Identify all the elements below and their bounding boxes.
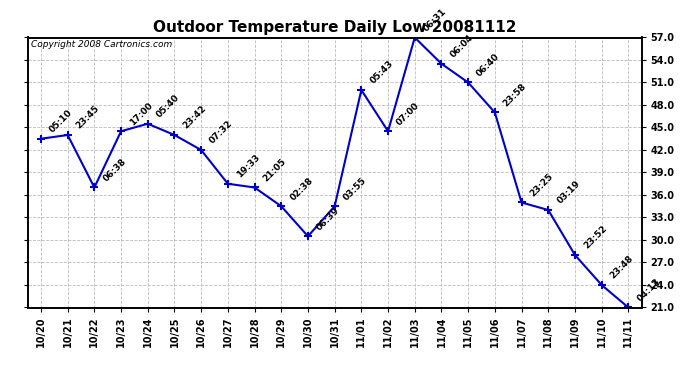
Text: 03:19: 03:19 [555,179,582,206]
Text: 07:00: 07:00 [395,100,422,127]
Text: 05:10: 05:10 [48,108,75,135]
Text: 23:48: 23:48 [609,254,635,281]
Text: 05:43: 05:43 [368,59,395,86]
Text: 03:55: 03:55 [342,176,368,202]
Text: 23:42: 23:42 [181,104,208,131]
Text: 17:00: 17:00 [128,100,155,127]
Text: 19:33: 19:33 [235,153,262,180]
Text: 23:58: 23:58 [502,82,529,108]
Text: 23:25: 23:25 [529,172,555,198]
Text: 23:52: 23:52 [582,224,609,251]
Text: 06:40: 06:40 [475,52,502,78]
Text: 04:13: 04:13 [635,277,662,303]
Text: 05:40: 05:40 [155,93,181,120]
Text: 06:38: 06:38 [101,157,128,183]
Title: Outdoor Temperature Daily Low 20081112: Outdoor Temperature Daily Low 20081112 [153,20,516,35]
Text: 23:45: 23:45 [75,104,101,131]
Text: 06:04: 06:04 [448,33,475,60]
Text: 06:31: 06:31 [422,7,448,33]
Text: 07:32: 07:32 [208,119,235,146]
Text: Copyright 2008 Cartronics.com: Copyright 2008 Cartronics.com [30,40,172,49]
Text: 06:39: 06:39 [315,206,342,232]
Text: 02:38: 02:38 [288,176,315,202]
Text: 21:05: 21:05 [262,157,288,183]
